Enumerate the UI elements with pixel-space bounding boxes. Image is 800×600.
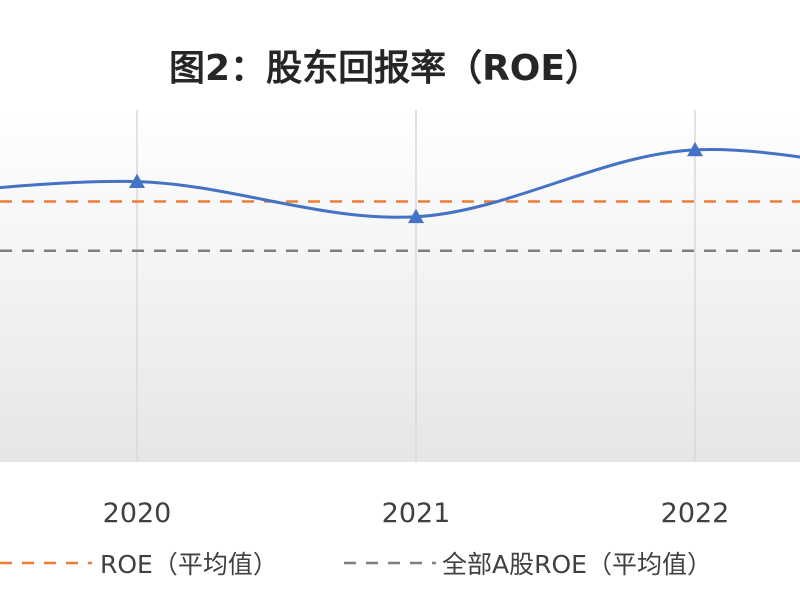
legend-roe-average-label: ROE（平均值）	[100, 550, 278, 579]
legend-a-share-roe-average-label: 全部A股ROE（平均值）	[442, 550, 712, 579]
roe-point-2020	[129, 173, 145, 188]
roe-point-2021	[408, 208, 424, 224]
x-tick-2022: 2022	[661, 498, 730, 529]
x-tick-2021: 2021	[382, 498, 451, 529]
roe-point-2022	[687, 141, 703, 157]
plot-area-background	[0, 110, 800, 462]
chart-title: 图2：股东回报率（ROE）	[169, 48, 601, 89]
x-tick-2020: 2020	[103, 498, 172, 529]
